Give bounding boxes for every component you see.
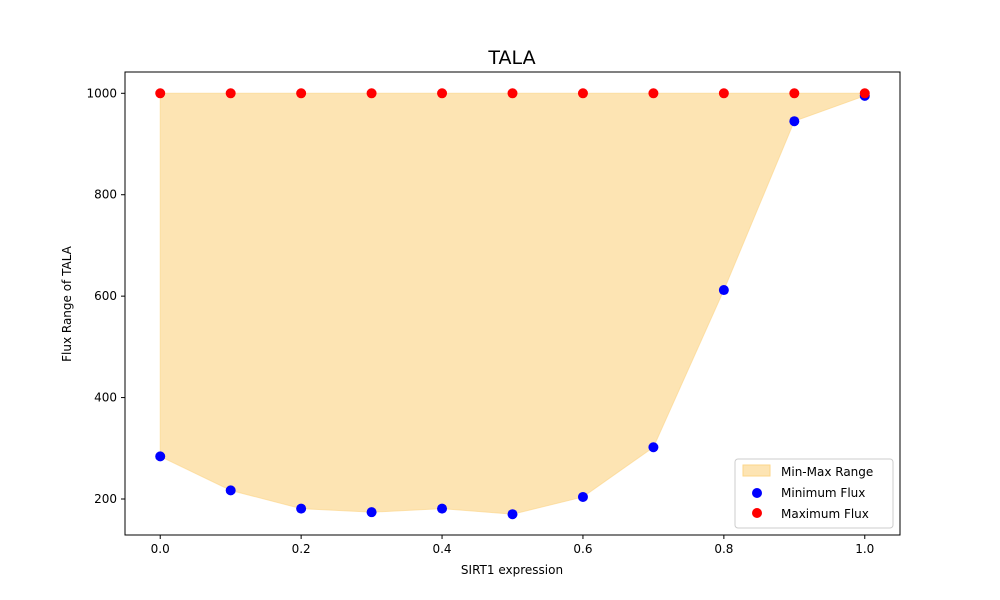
maximum-flux-point — [296, 88, 307, 99]
y-tick-label: 1000 — [86, 86, 117, 100]
x-tick-label: 0.4 — [432, 542, 451, 556]
maximum-flux-point — [225, 88, 236, 99]
legend-label-range: Min-Max Range — [781, 465, 873, 479]
legend-marker-minimum — [752, 488, 762, 498]
maximum-flux-point — [859, 88, 870, 99]
legend-frame — [734, 458, 894, 529]
maximum-flux-point — [366, 88, 377, 99]
minimum-flux-point — [507, 509, 518, 520]
x-tick-label: 0.0 — [151, 542, 170, 556]
axis-ticks: 0.0 0.2 0.4 0.6 0.8 1.0 200 400 600 800 1000 — [86, 86, 874, 556]
x-tick-label: 1.0 — [855, 542, 874, 556]
minimum-flux-point — [718, 285, 729, 296]
minimum-flux-point — [648, 442, 659, 453]
maximum-flux-point — [577, 88, 588, 99]
legend: Min-Max Range Minimum Flux Maximum Flux — [734, 458, 894, 529]
minimum-flux-point — [789, 116, 800, 127]
y-tick-label: 600 — [94, 289, 117, 303]
chart-title: TALA — [487, 47, 535, 69]
y-tick-label: 200 — [94, 492, 117, 506]
x-tick-label: 0.6 — [573, 542, 592, 556]
maximum-flux-point — [437, 88, 448, 99]
y-tick-label: 400 — [94, 391, 117, 405]
minimum-flux-point — [296, 503, 307, 514]
x-tick-label: 0.2 — [292, 542, 311, 556]
legend-label-minimum: Minimum Flux — [781, 486, 865, 500]
y-tick-label: 800 — [94, 188, 117, 202]
minimum-flux-point — [577, 491, 588, 502]
y-axis-label: Flux Range of TALA — [60, 245, 74, 362]
x-axis-label: SIRT1 expression — [461, 563, 563, 577]
x-tick-label: 0.8 — [714, 542, 733, 556]
minimum-flux-point — [155, 451, 166, 462]
legend-swatch-range — [742, 464, 771, 477]
maximum-flux-point — [155, 88, 166, 99]
plot-frame — [124, 71, 901, 536]
maximum-flux-point — [507, 88, 518, 99]
maximum-flux-point — [718, 88, 729, 99]
legend-label-maximum: Maximum Flux — [781, 507, 869, 521]
minimum-flux-point — [225, 485, 236, 496]
plot-area — [155, 88, 870, 520]
legend-marker-maximum — [752, 508, 762, 518]
maximum-flux-point — [789, 88, 800, 99]
minimum-flux-point — [366, 507, 377, 518]
maximum-flux-point — [648, 88, 659, 99]
minimum-flux-point — [437, 503, 448, 514]
min-max-range-area — [159, 92, 866, 515]
